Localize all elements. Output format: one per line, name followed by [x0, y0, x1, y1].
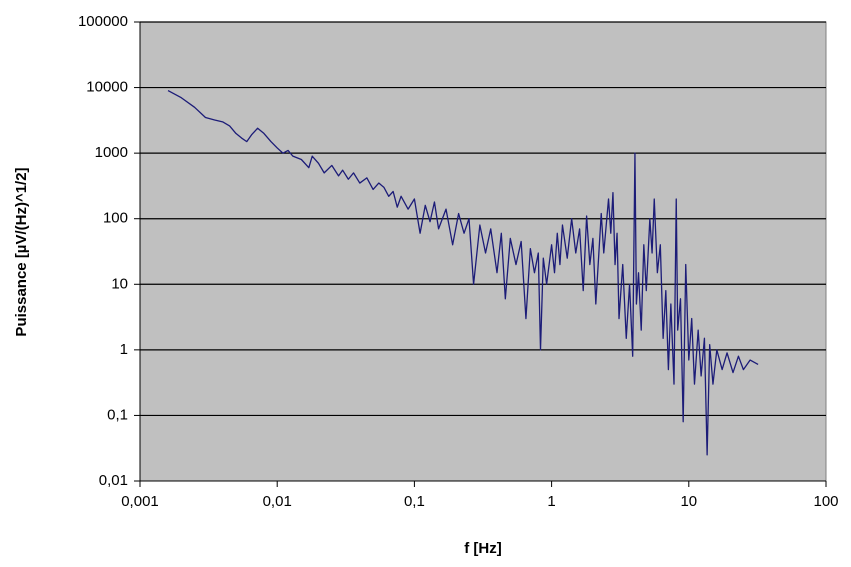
x-tick-label: 10: [680, 493, 697, 510]
data-line: [167, 89, 759, 456]
plot-area: [139, 21, 827, 482]
x-tick-label: 0,1: [404, 493, 425, 510]
y-axis-label: Puissance [µV/(Hz)^1/2]: [13, 167, 30, 336]
y-tick-label: 10000: [86, 79, 128, 96]
x-tick-label: 0,001: [121, 493, 159, 510]
x-tick-label: 0,01: [263, 493, 292, 510]
y-tick-label: 0,1: [107, 406, 128, 423]
y-tick-label: 0,01: [99, 472, 128, 489]
x-axis-label: f [Hz]: [464, 540, 502, 557]
x-tick-label: 1: [547, 493, 555, 510]
y-tick-label: 1000: [95, 144, 128, 161]
x-tick-label: 100: [813, 493, 838, 510]
y-tick-label: 1: [120, 341, 128, 358]
y-tick-label: 100: [103, 210, 128, 227]
y-tick-label: 100000: [78, 13, 128, 30]
y-tick-label: 10: [111, 275, 128, 292]
